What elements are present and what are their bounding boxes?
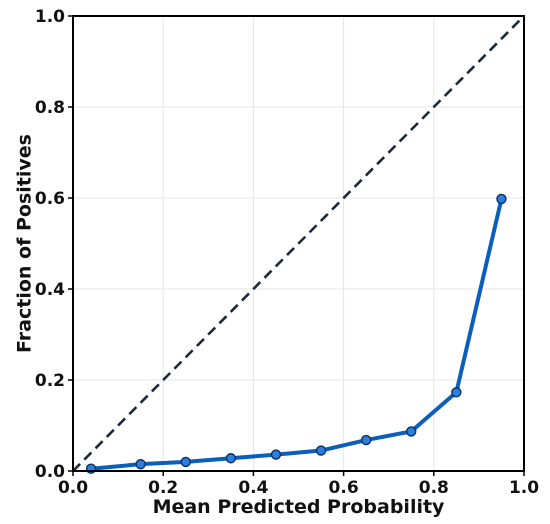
data-point-0-8 bbox=[451, 387, 462, 398]
y-axis-ticks: 0.0 0.2 0.4 0.6 0.8 1.0 bbox=[35, 7, 73, 482]
x-tick-label-3: 0.6 bbox=[329, 478, 359, 498]
reference-layer bbox=[72, 15, 525, 472]
x-tick-label-5: 1.0 bbox=[509, 478, 539, 498]
y-tick-label-0: 0.0 bbox=[35, 462, 65, 482]
x-tick-label-1: 0.2 bbox=[148, 478, 178, 498]
x-axis-label: Mean Predicted Probability bbox=[153, 496, 445, 518]
y-tick-label-2: 0.4 bbox=[35, 280, 65, 300]
x-tick-label-4: 0.8 bbox=[419, 478, 449, 498]
data-point-0-6 bbox=[360, 434, 372, 446]
x-tick-label-0: 0.0 bbox=[58, 478, 88, 498]
calibration-curve-line-0 bbox=[89, 196, 504, 471]
plot-frame bbox=[72, 15, 525, 472]
y-tick-label-3: 0.6 bbox=[35, 189, 65, 209]
data-point-0-2 bbox=[180, 456, 191, 468]
y-tick-label-4: 0.8 bbox=[35, 98, 65, 118]
data-point-0-5 bbox=[315, 445, 327, 456]
series-layer bbox=[85, 193, 507, 474]
y-tick-label-5: 1.0 bbox=[35, 7, 65, 27]
data-point-0-3 bbox=[225, 453, 237, 464]
data-point-0-7 bbox=[406, 426, 417, 437]
y-axis-label: Fraction of Positives bbox=[14, 134, 36, 353]
y-tick-label-1: 0.2 bbox=[35, 371, 65, 391]
perfect-calibration-line bbox=[72, 15, 525, 472]
x-axis-ticks: 0.0 0.2 0.4 0.6 0.8 1.0 bbox=[58, 471, 539, 498]
x-tick-label-2: 0.4 bbox=[238, 478, 268, 498]
data-point-0-4 bbox=[270, 449, 282, 460]
data-point-0-1 bbox=[135, 458, 146, 470]
data-point-0-9 bbox=[496, 193, 507, 205]
